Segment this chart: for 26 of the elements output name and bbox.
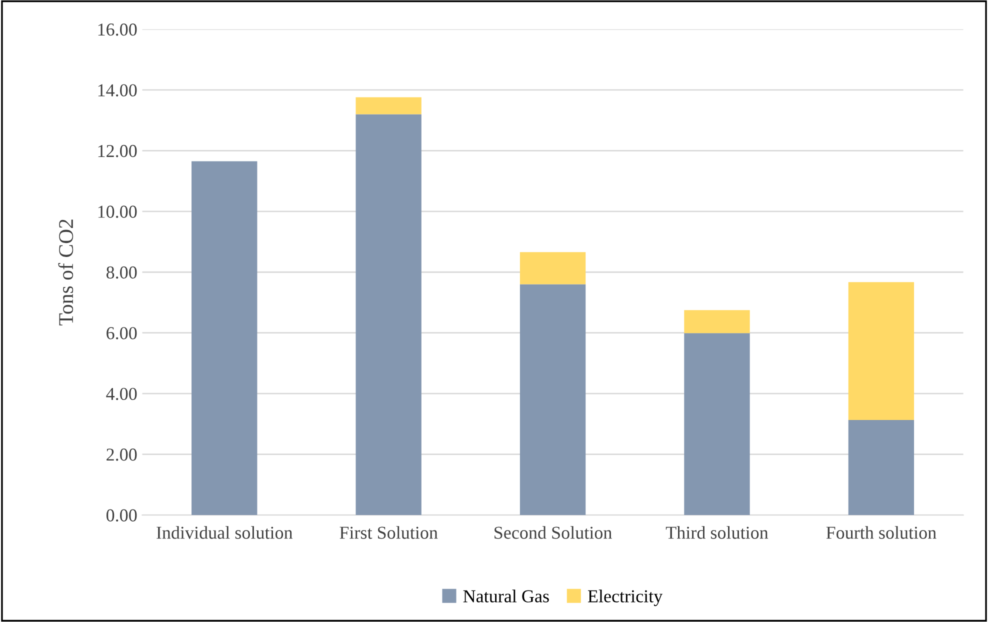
y-tick-label: 8.00 <box>106 266 137 279</box>
x-tick-label: Fourth solution <box>826 526 936 539</box>
bar <box>520 284 586 516</box>
y-axis-title: Tons of CO2 <box>58 220 74 326</box>
bar <box>520 252 586 284</box>
bar <box>684 310 750 334</box>
y-tick-label: 12.00 <box>98 144 137 158</box>
bar <box>848 282 914 420</box>
y-tick-label: 16.00 <box>98 23 137 36</box>
bar <box>356 114 422 516</box>
legend-label: Natural Gas <box>463 590 549 602</box>
bar <box>684 333 750 516</box>
bar <box>848 420 914 516</box>
y-tick-label: 2.00 <box>106 448 137 461</box>
x-tick-label: Third solution <box>666 526 768 539</box>
bar <box>356 97 422 114</box>
bar <box>192 161 258 516</box>
y-tick-label: 4.00 <box>106 388 137 400</box>
x-tick-label: First Solution <box>340 526 438 539</box>
y-tick-label: 14.00 <box>98 84 137 96</box>
y-tick-label: 0.00 <box>106 509 137 522</box>
x-tick-label: Individual solution <box>156 526 293 539</box>
y-tick-label: 6.00 <box>106 327 137 340</box>
x-tick-label: Second Solution <box>494 526 612 539</box>
legend-label: Electricity <box>588 590 663 606</box>
y-tick-label: 10.00 <box>98 206 137 218</box>
